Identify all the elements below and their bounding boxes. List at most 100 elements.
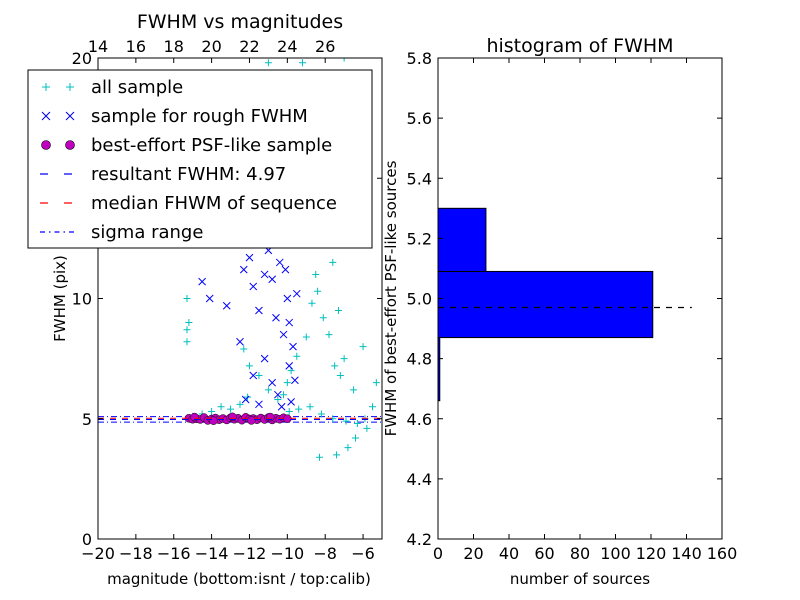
legend-marker-circle (41, 140, 51, 150)
rough-sample-point (249, 282, 258, 291)
left-x-tick-label: −12 (233, 544, 267, 563)
right-chart-title: histogram of FWHM (486, 35, 673, 57)
right-y-tick-label: 4.4 (407, 470, 432, 489)
rough-sample-point (283, 294, 292, 303)
rough-sample-point (260, 354, 269, 363)
all-sample-point (255, 371, 263, 379)
right-x-tick-label: 80 (570, 544, 590, 563)
rough-sample-point (287, 398, 295, 406)
all-sample-point (308, 299, 316, 307)
all-sample-point (293, 352, 301, 360)
right-x-tick-label: 60 (534, 544, 554, 563)
legend-box (27, 69, 373, 249)
rough-sample-point (268, 378, 277, 387)
left-x-axis-label: magnitude (bottom:isnt / top:calib) (107, 570, 371, 588)
all-sample-point (274, 396, 282, 404)
rough-sample-point (289, 342, 297, 351)
right-y-tick-label: 4.6 (407, 410, 432, 429)
all-sample-point (312, 270, 320, 278)
rough-sample-point (205, 294, 214, 303)
all-sample-point (245, 362, 253, 370)
all-sample-point (183, 338, 191, 346)
all-sample-point (342, 417, 350, 425)
rough-sample-point (249, 371, 258, 380)
right-x-tick-label: 100 (600, 544, 631, 563)
rough-sample-point (260, 270, 269, 279)
all-sample-point (285, 408, 293, 416)
left-top-tick-label: 16 (126, 37, 146, 56)
left-top-tick-label: 14 (88, 37, 108, 56)
legend-label: all sample (91, 77, 183, 98)
all-sample-point (329, 258, 337, 266)
rough-sample-point (291, 376, 299, 385)
all-sample-point (369, 403, 377, 411)
left-chart-title: FWHM vs magnitudes (137, 11, 343, 33)
rough-sample-point (255, 400, 263, 409)
right-x-tick-label: 20 (463, 544, 483, 563)
all-sample-point (236, 400, 244, 408)
all-sample-point (227, 405, 235, 413)
left-y-axis-label: FWHM (pix) (51, 255, 69, 342)
legend-marker-circle (65, 140, 75, 150)
left-top-tick-label: 22 (239, 37, 259, 56)
all-sample-point (363, 424, 371, 432)
rough-sample-point (241, 395, 250, 404)
all-sample-point (350, 386, 358, 394)
right-y-tick-label: 5.4 (407, 169, 432, 188)
all-sample-point (183, 326, 191, 334)
left-x-tick-label: −10 (270, 544, 304, 563)
right-x-tick-label: 120 (636, 544, 667, 563)
all-sample-point (336, 371, 344, 379)
legend-marker-x (65, 111, 75, 121)
rough-sample-point (268, 275, 277, 284)
right-x-tick-label: 0 (433, 544, 443, 563)
all-sample-point (340, 58, 348, 62)
all-sample-point (264, 59, 272, 67)
all-sample-point (372, 379, 380, 387)
rough-sample-point (285, 361, 294, 370)
right-y-axis-label: FWHM of best-effort PSF-like sources (382, 160, 400, 436)
rough-sample-point (274, 390, 282, 399)
right-y-tick-label: 5.6 (407, 109, 432, 128)
left-x-tick-label: −8 (313, 544, 337, 563)
legend-label: median FHWM of sequence (91, 193, 337, 214)
all-sample-point (306, 403, 314, 411)
left-y-tick-label: 10 (72, 290, 92, 309)
rough-sample-point (292, 289, 301, 298)
rough-sample-point (279, 330, 288, 339)
all-sample-point (325, 331, 333, 339)
all-sample-point (217, 403, 225, 411)
rough-sample-point (272, 313, 280, 322)
all-sample-point (295, 405, 303, 413)
right-y-tick-label: 4.8 (407, 350, 432, 369)
legend-label: resultant FWHM: 4.97 (91, 164, 286, 185)
all-sample-point (264, 386, 272, 394)
rough-sample-point (275, 258, 284, 267)
all-sample-point (331, 362, 339, 370)
rough-sample-point (236, 337, 244, 346)
all-sample-point (340, 355, 348, 363)
left-x-tick-label: −14 (195, 544, 229, 563)
rough-sample-point (245, 253, 254, 262)
histogram-bar (437, 207, 487, 272)
all-sample-point (316, 453, 324, 461)
all-sample-point (280, 391, 288, 399)
all-sample-point (334, 307, 342, 315)
right-y-tick-label: 5.8 (407, 49, 432, 68)
left-y-tick-label: 20 (72, 49, 92, 68)
all-sample-point (317, 410, 325, 418)
rough-sample-point (277, 402, 286, 411)
legend-marker-plus (42, 83, 50, 91)
all-sample-point (359, 343, 367, 351)
left-y-tick-label: 0 (82, 530, 92, 549)
rough-sample-point (222, 301, 231, 310)
psf-sample-point (228, 412, 237, 422)
right-y-tick-label: 5.2 (407, 229, 432, 248)
all-sample-point (314, 287, 322, 295)
legend-label: best-effort PSF-like sample (91, 135, 332, 156)
left-x-tick-label: −20 (81, 544, 115, 563)
legend-label: sigma range (91, 222, 203, 243)
rough-sample-point (255, 306, 263, 315)
legend-label: sample for rough FWHM (91, 106, 308, 127)
